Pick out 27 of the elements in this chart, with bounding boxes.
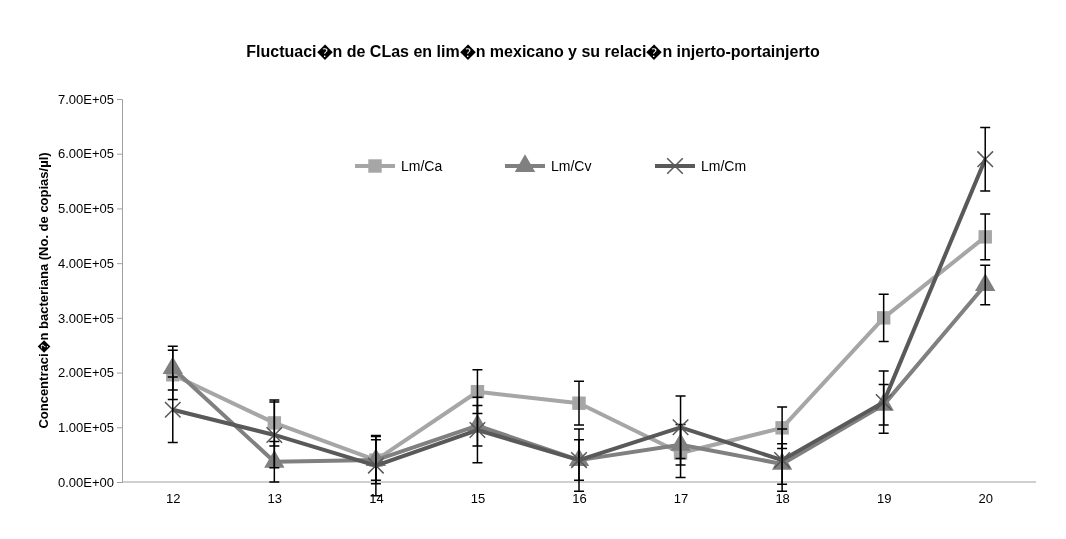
x-tick-label: 15 bbox=[470, 491, 486, 507]
point bbox=[265, 426, 283, 444]
y-tick-label: 1.00E+05 bbox=[57, 419, 114, 435]
point bbox=[468, 421, 486, 439]
point bbox=[976, 150, 994, 168]
chart-title: Fluctuaci�n de CLas en lim�n mexicano y su relaci�n injerto-portainjerto bbox=[246, 43, 820, 60]
x-tick-label: 18 bbox=[775, 491, 790, 507]
y-axis-title: Concentraci�n bacteriana (No. de copias/µl) bbox=[36, 152, 51, 429]
x-tick-label: 20 bbox=[978, 491, 993, 507]
y-tick-label: 0.00E+00 bbox=[57, 474, 114, 490]
y-tick-label: 5.00E+05 bbox=[57, 201, 114, 217]
y-tick-label: 3.00E+05 bbox=[57, 310, 114, 326]
legend-label: Lm/Cm bbox=[701, 158, 747, 174]
y-tick-label: 4.00E+05 bbox=[57, 255, 114, 271]
x-tick-label: 12 bbox=[166, 491, 181, 507]
legend-label: Lm/Ca bbox=[401, 158, 443, 174]
point bbox=[876, 311, 891, 325]
x-tick-label: 16 bbox=[572, 491, 587, 507]
x-tick-label: 13 bbox=[267, 491, 283, 507]
x-tick-label: 17 bbox=[673, 491, 689, 507]
legend-label: Lm/Cv bbox=[551, 158, 592, 174]
y-tick-label: 6.00E+05 bbox=[57, 146, 114, 162]
y-tick-label: 2.00E+05 bbox=[57, 365, 114, 381]
y-tick-label: 7.00E+05 bbox=[57, 91, 114, 107]
point bbox=[672, 418, 690, 436]
point bbox=[164, 401, 182, 419]
x-tick-label: 19 bbox=[876, 491, 892, 507]
